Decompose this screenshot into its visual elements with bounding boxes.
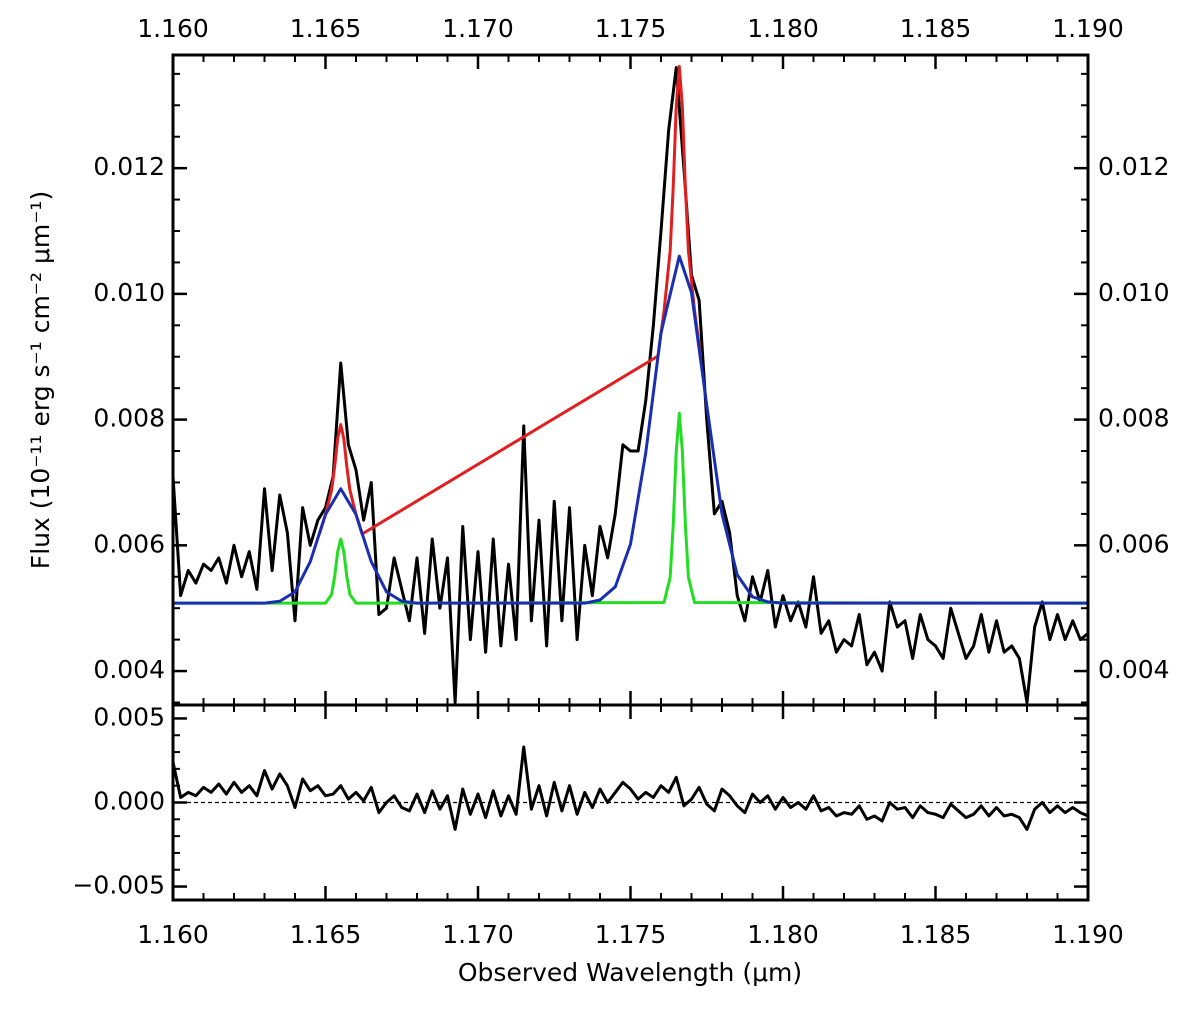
series-line	[173, 66, 1088, 704]
y-tick-label: 0.012	[1098, 152, 1170, 181]
y-tick-label: 0.006	[93, 529, 165, 558]
y-axis-label: Flux (10⁻¹¹ erg s⁻¹ cm⁻² μm⁻¹)	[26, 191, 55, 569]
x-tick-label: 1.175	[595, 14, 667, 43]
x-tick-label: 1.180	[747, 920, 819, 949]
series-line	[317, 64, 703, 536]
plot-frame	[171, 703, 1090, 902]
y-tick-label: 0.004	[93, 655, 165, 684]
y-tick-label: 0.005	[93, 702, 165, 731]
y-tick-label: 0.008	[93, 404, 165, 433]
x-tick-label: 1.165	[290, 14, 362, 43]
y-tick-label: 0.006	[1098, 529, 1170, 558]
y-tick-label: −0.005	[72, 871, 165, 900]
x-tick-label: 1.170	[442, 920, 514, 949]
x-tick-label: 1.190	[1052, 14, 1124, 43]
x-axis-label: Observed Wavelength (μm)	[458, 958, 802, 987]
y-tick-label: 0.008	[1098, 404, 1170, 433]
x-tick-label: 1.160	[137, 14, 209, 43]
x-tick-label: 1.190	[1052, 920, 1124, 949]
y-tick-label: 0.012	[93, 152, 165, 181]
y-tick-label: 0.010	[1098, 278, 1170, 307]
series-line	[173, 254, 1088, 605]
series-line	[173, 745, 1088, 831]
x-tick-label: 1.170	[442, 14, 514, 43]
x-tick-label: 1.165	[290, 920, 362, 949]
y-tick-label: 0.000	[93, 787, 165, 816]
x-tick-label: 1.185	[900, 14, 972, 43]
x-tick-label: 1.185	[900, 920, 972, 949]
x-tick-label: 1.160	[137, 920, 209, 949]
x-tick-label: 1.175	[595, 920, 667, 949]
x-tick-label: 1.180	[747, 14, 819, 43]
y-tick-label: 0.010	[93, 278, 165, 307]
y-tick-label: 0.004	[1098, 655, 1170, 684]
series-line	[173, 411, 1088, 605]
